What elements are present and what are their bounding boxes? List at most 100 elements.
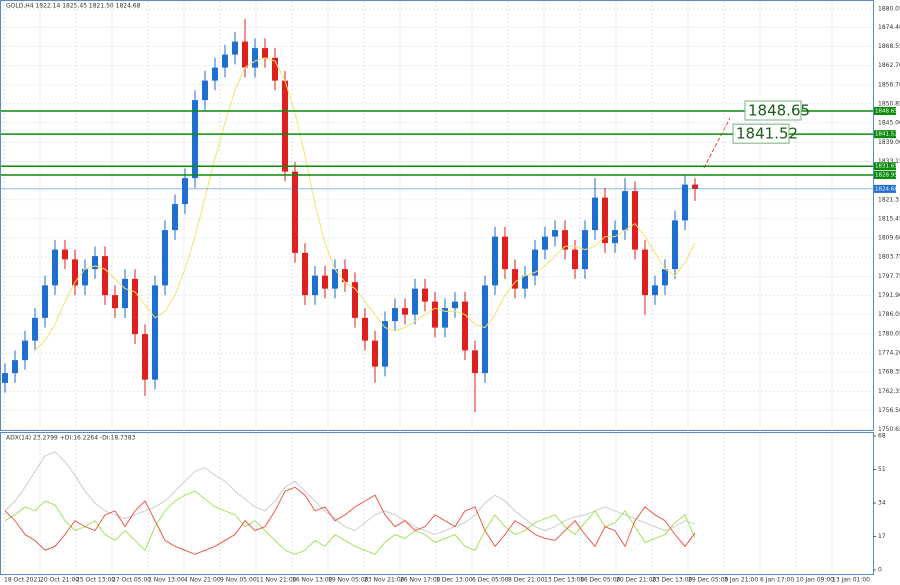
last-price-label: 1824.68 [875,186,898,192]
candle-body [562,230,568,250]
indicator-line [4,451,696,536]
candle-body [142,334,148,380]
x-tick-label: 13 Jan 01:00 [832,577,870,584]
x-tick-label: 6 Dec 05:00 [472,577,509,584]
candle-body [492,236,498,286]
level-tag [874,130,896,139]
candle-body [62,249,68,260]
x-tick-label: 16 Dec 05:00 [580,577,621,584]
y-tick-label: 1874.40 [878,24,900,31]
x-tick-label: 1 Dec 13:00 [436,577,473,584]
candle-body [532,249,538,276]
callout: 1848.65 [748,101,810,119]
candle-body [162,230,168,286]
indicator-line [4,486,696,555]
y-tick-label: 68 [878,433,886,440]
candle-body [112,295,118,309]
candle-body [352,282,358,318]
y-tick-label: 0 [878,567,882,574]
candle-body [602,197,608,244]
candle-body [172,204,178,231]
y-tick-label: 1762.35 [878,388,900,395]
x-tick-label: 23 Dec 13:00 [652,577,693,584]
candle-body [502,236,508,270]
x-tick-label: 23 Nov 21:00 [364,577,405,584]
x-tick-label: 8 Dec 21:00 [508,577,545,584]
x-tick-label: 3 Jan 21:00 [724,577,758,584]
x-tick-label: 9 Nov 05:00 [220,577,257,584]
candle-body [282,80,288,172]
y-tick-label: 1845.00 [878,119,900,126]
x-tick-label: 20 Dec 21:00 [616,577,657,584]
y-tick-label: 17 [878,533,886,540]
level-tag-label: 1828.95 [875,173,898,179]
candle-body [552,230,558,237]
level-tag [874,171,896,180]
y-tick-label: 1791.90 [878,292,900,299]
x-tick-label: 29 Dec 05:00 [688,577,729,584]
x-tick-label: 25 Oct 13:00 [76,577,115,584]
candle-body [412,288,418,315]
candle-body [662,269,668,286]
candle-body [222,54,228,68]
candle-body [652,285,658,296]
candle-body [212,67,218,81]
x-tick-label: 27 Oct 05:00 [112,577,151,584]
candle-body [512,269,518,289]
level-tag [874,162,896,171]
y-tick-label: 1880.05 [878,5,900,12]
candle-body [72,259,78,286]
callout: 1841.52 [736,125,798,143]
y-tick-label: 1862.70 [878,62,900,69]
candle-body [242,41,248,68]
candle-body [632,191,638,250]
x-tick-label: 1 Nov 13:00 [148,577,185,584]
candle-body [202,80,208,101]
candle-body [22,340,28,361]
candle-body [182,178,188,205]
indicator-title: ADX(14) 23.2799 +DI:16.2264 -DI:18.7383 [6,435,136,442]
y-tick-label: 1839.00 [878,139,900,146]
indicator-line [4,490,696,555]
candle-body [472,350,478,374]
candle-body [392,308,398,322]
y-tick-label: 1833.15 [878,158,900,165]
y-tick-label: 1821.3 [878,196,899,203]
candle-body [592,197,598,231]
candle-body [152,285,158,380]
candle-body [542,236,548,250]
level-tag [874,106,896,115]
y-tick-label: 1815.45 [878,215,900,222]
candle-body [252,48,258,68]
candle-body [452,301,458,309]
x-tick-label: 16 Nov 13:00 [292,577,333,584]
x-tick-label: 13 Dec 13:00 [544,577,585,584]
x-tick-label: 11 Nov 21:00 [256,577,297,584]
candle-body [332,269,338,289]
candle-body [12,360,18,374]
moving-average [34,57,696,351]
x-tick-label: 6 Jan 17:00 [760,577,794,584]
candle-body [382,321,388,367]
y-tick-label: 1768.35 [878,368,900,375]
candle-body [322,275,328,289]
candle-body [442,308,448,328]
candle-body [572,249,578,270]
price-panel [0,0,874,431]
candle-body [342,269,348,283]
candle-body [482,285,488,374]
y-tick-label: 34 [878,500,886,507]
y-tick-label: 1809.60 [878,234,900,241]
candle-body [52,249,58,286]
y-tick-label: 1756.50 [878,407,900,414]
candle-body [82,269,88,286]
candle-body [362,317,368,341]
level-tag-label: 1841.52 [875,132,898,138]
y-tick-label: 1868.55 [878,43,900,50]
y-tick-label: 1803.75 [878,253,900,260]
candle-body [402,308,408,315]
level-tag-label: 1848.65 [875,108,898,114]
y-tick-label: 1750.65 [878,426,900,433]
candle-body [232,41,238,55]
